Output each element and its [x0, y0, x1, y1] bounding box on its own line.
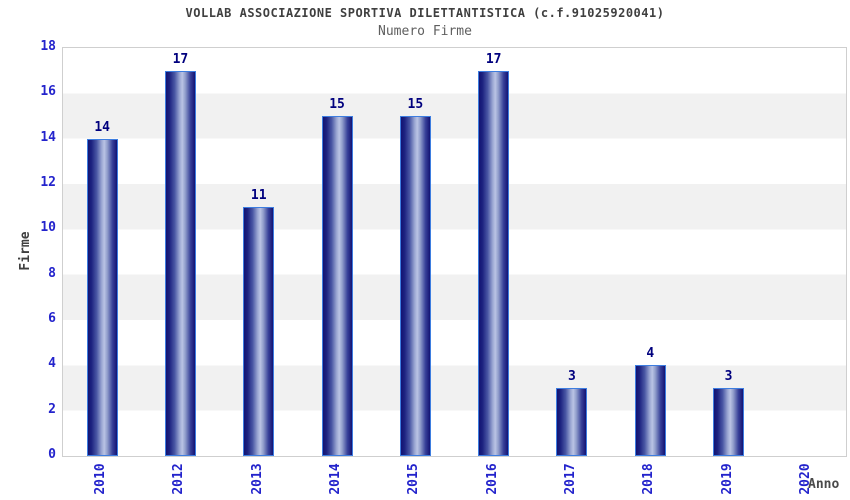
y-tick-label: 4 — [48, 356, 56, 372]
bar-value-label: 3 — [724, 369, 733, 384]
bar-value-label: 4 — [646, 346, 655, 362]
x-tick-label: 2017 — [562, 463, 578, 495]
bar-value-label: 15 — [407, 97, 424, 112]
bar — [399, 116, 431, 456]
bar-value-label: 17 — [172, 51, 189, 67]
y-tick-label: 14 — [40, 129, 56, 145]
bar — [478, 70, 510, 456]
bar — [556, 388, 588, 456]
bar — [164, 70, 196, 456]
x-tick-label: 2012 — [171, 463, 187, 495]
bar-value-label: 17 — [485, 51, 502, 67]
y-tick-label: 18 — [40, 39, 56, 54]
y-tick-label: 8 — [48, 265, 56, 281]
y-tick-label: 6 — [48, 311, 56, 326]
x-tick-label: 2018 — [641, 463, 657, 495]
bar-value-label: 3 — [568, 369, 576, 384]
x-tick-label: 2010 — [93, 463, 109, 495]
x-tick-label: 2014 — [328, 463, 344, 495]
x-axis-title: Anno — [808, 477, 840, 492]
bar — [713, 388, 745, 456]
x-tick-label: 2015 — [406, 463, 422, 495]
y-tick-label: 16 — [40, 84, 56, 100]
y-tick-label: 10 — [40, 220, 56, 236]
bar — [634, 365, 666, 456]
x-tick-label: 2019 — [719, 463, 735, 495]
chart-title: VOLLAB ASSOCIAZIONE SPORTIVA DILETTANTIS… — [185, 6, 665, 20]
x-tick-label: 2016 — [484, 463, 500, 495]
bar — [86, 138, 118, 456]
bar — [243, 206, 275, 456]
y-tick-label: 12 — [40, 175, 56, 190]
y-tick-label: 0 — [48, 447, 56, 462]
bar-value-label: 14 — [94, 119, 110, 135]
bar-value-label: 11 — [250, 187, 267, 203]
y-tick-label: 2 — [48, 401, 56, 417]
plot-area: 14 17 11 15 15 17 3 4 3 — [62, 47, 847, 457]
bar — [321, 116, 353, 456]
x-tick-label: 2013 — [249, 463, 265, 495]
chart-subtitle: Numero Firme — [378, 24, 472, 39]
bar-value-label: 15 — [329, 97, 345, 112]
